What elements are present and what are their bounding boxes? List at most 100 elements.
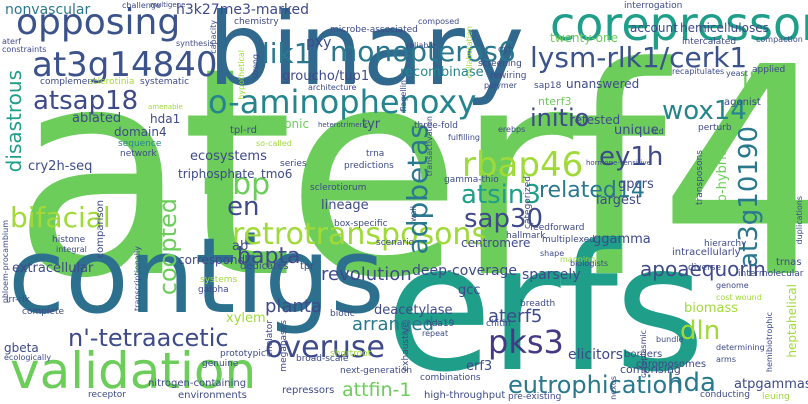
word-phloem-procambium: phloem-procambium bbox=[1, 220, 10, 304]
word-sclerotiorum: sclerotiorum bbox=[310, 183, 367, 193]
word-reliable: reliable bbox=[406, 41, 436, 50]
word-complement: complement bbox=[40, 77, 97, 87]
word-h3k27me3-marked: h3k27me3-marked bbox=[176, 2, 309, 18]
word-sap18: sap18 bbox=[534, 81, 562, 91]
word-biologists: biologists bbox=[570, 259, 609, 268]
word-biomass: biomass bbox=[684, 301, 738, 316]
word-bundle: bundle bbox=[656, 335, 684, 344]
word-rebp: rebp bbox=[202, 167, 271, 202]
word-hda: hda bbox=[667, 368, 716, 398]
word-feedforward: feedforward bbox=[530, 223, 585, 233]
word-bapta: bapta bbox=[237, 244, 301, 269]
word-xylem: xylem bbox=[226, 311, 266, 326]
word-lcd: lcd bbox=[652, 127, 664, 136]
word-apoaequorin: apoaequorin bbox=[640, 257, 766, 281]
word-determining: determining bbox=[716, 343, 765, 352]
word-scenario: scenario bbox=[376, 238, 415, 248]
word-gcc: gcc bbox=[458, 283, 481, 298]
word-at3g14840: at3g14840 bbox=[32, 45, 218, 85]
word-ecosystems: ecosystems bbox=[190, 149, 267, 164]
word-ecologically: ecologically bbox=[4, 353, 52, 362]
word-revolution: revolution bbox=[321, 264, 412, 285]
word-ab: ab bbox=[232, 239, 249, 254]
word-galpha: galpha bbox=[198, 285, 229, 295]
word-domain4: domain4 bbox=[114, 125, 167, 139]
word-correspond: correspond bbox=[178, 253, 246, 267]
word-hormone-sensitive: hormone-sensitive bbox=[586, 159, 651, 167]
word-tmo6: tmo6 bbox=[261, 167, 293, 181]
word-hypothetical: hypothetical bbox=[237, 50, 246, 100]
word-transactivation: transactivation bbox=[425, 116, 434, 177]
word-sap30: sap30 bbox=[464, 204, 544, 234]
word-screening: screening bbox=[478, 59, 522, 69]
word-nitrogen-containing: nitrogen-containing bbox=[148, 378, 247, 389]
word-combinations: combinations bbox=[420, 373, 481, 383]
word-cytoplasmic: cytoplasmic bbox=[639, 330, 648, 378]
word-o-aminophenoxy: o-aminophenoxy bbox=[208, 83, 477, 121]
word-trnas: trnas bbox=[776, 257, 802, 268]
word-attfin-1: attfin-1 bbox=[342, 379, 412, 401]
word-chitin: chitin bbox=[486, 319, 511, 329]
word-n-tetraacetic: n'-tetraacetic bbox=[68, 324, 229, 352]
word-multigene: multigene bbox=[150, 1, 186, 9]
word-atpgammas: atpgammas bbox=[734, 377, 808, 392]
word-related14: related14 bbox=[539, 178, 645, 203]
word-yeast: yeast bbox=[726, 69, 748, 78]
word-aterf4: aterf4 bbox=[12, 6, 808, 341]
word-duplications: duplications bbox=[795, 196, 804, 245]
word-biotic: biotic bbox=[330, 309, 355, 319]
word-ggamma: ggamma bbox=[593, 232, 651, 247]
word-erf3: erf3 bbox=[466, 359, 493, 374]
word-repressors: repressors bbox=[282, 385, 335, 396]
word-transcriptionally: transcriptionally bbox=[133, 246, 142, 311]
word-diverse: diverse bbox=[688, 263, 722, 273]
word-deacetylase: deacetylase bbox=[374, 303, 453, 318]
word-microbe-associated: microbe-associated bbox=[330, 25, 418, 35]
word-validation: validation bbox=[10, 342, 257, 400]
word-systems: systems bbox=[200, 275, 238, 285]
word-erebps: erebps bbox=[498, 125, 526, 134]
word-integral: integral bbox=[56, 245, 87, 254]
word-systematic: systematic bbox=[140, 77, 190, 87]
word-intracellularly: intracellularly bbox=[672, 247, 741, 258]
word-wox14: wox14 bbox=[662, 96, 747, 126]
word-synthesis: synthesis bbox=[176, 39, 214, 48]
word-environments: environments bbox=[178, 390, 247, 401]
word-erfs: erfs bbox=[385, 208, 705, 404]
word-atsap18: atsap18 bbox=[33, 86, 139, 116]
word-exhaustive: exhaustive bbox=[401, 322, 411, 372]
word-receptor: receptor bbox=[88, 390, 126, 400]
word-categorized: categorized bbox=[523, 176, 533, 229]
word-next-generation: next-generation bbox=[340, 366, 413, 376]
word-amenable: amenable bbox=[148, 103, 183, 111]
word-elicitors: elicitors bbox=[568, 347, 624, 363]
word-histone: histone bbox=[52, 235, 86, 245]
word-chelator: chelator bbox=[265, 320, 275, 357]
word-prototypic: prototypic bbox=[220, 349, 266, 359]
word-nterf3: nterf3 bbox=[538, 95, 572, 108]
word-agonist: agonist bbox=[724, 97, 761, 108]
word-chromosomes: chromosomes bbox=[636, 359, 707, 370]
word-dedicates: dedicates bbox=[240, 261, 289, 272]
word-nexus: nexus bbox=[609, 376, 618, 400]
word-lineage: lineage bbox=[321, 198, 369, 213]
word-largest: largest bbox=[596, 193, 641, 208]
word-binary: binary bbox=[208, 0, 525, 108]
word-hemibiotrophic: hemibiotrophic bbox=[765, 312, 774, 373]
word-sparsely: sparsely bbox=[522, 267, 581, 283]
word-cyt: cyt bbox=[498, 45, 512, 55]
word-megabases: megabases bbox=[279, 320, 289, 372]
word-account: account bbox=[630, 21, 678, 35]
word-architecture: architecture bbox=[308, 83, 357, 92]
word-comprising: comprising bbox=[620, 363, 681, 376]
word-high-throughput: high-throughput bbox=[424, 390, 506, 401]
word-pks3: pks3 bbox=[488, 323, 564, 361]
word-contigs: contigs bbox=[8, 215, 385, 337]
word-strong: strong bbox=[251, 54, 260, 80]
word-centromere: centromere bbox=[461, 236, 531, 250]
word-hda19: hda19 bbox=[426, 319, 455, 329]
word-multiplexed: multiplexed bbox=[542, 235, 595, 245]
word-en: en bbox=[227, 192, 260, 222]
word-retested: retested bbox=[570, 113, 621, 127]
